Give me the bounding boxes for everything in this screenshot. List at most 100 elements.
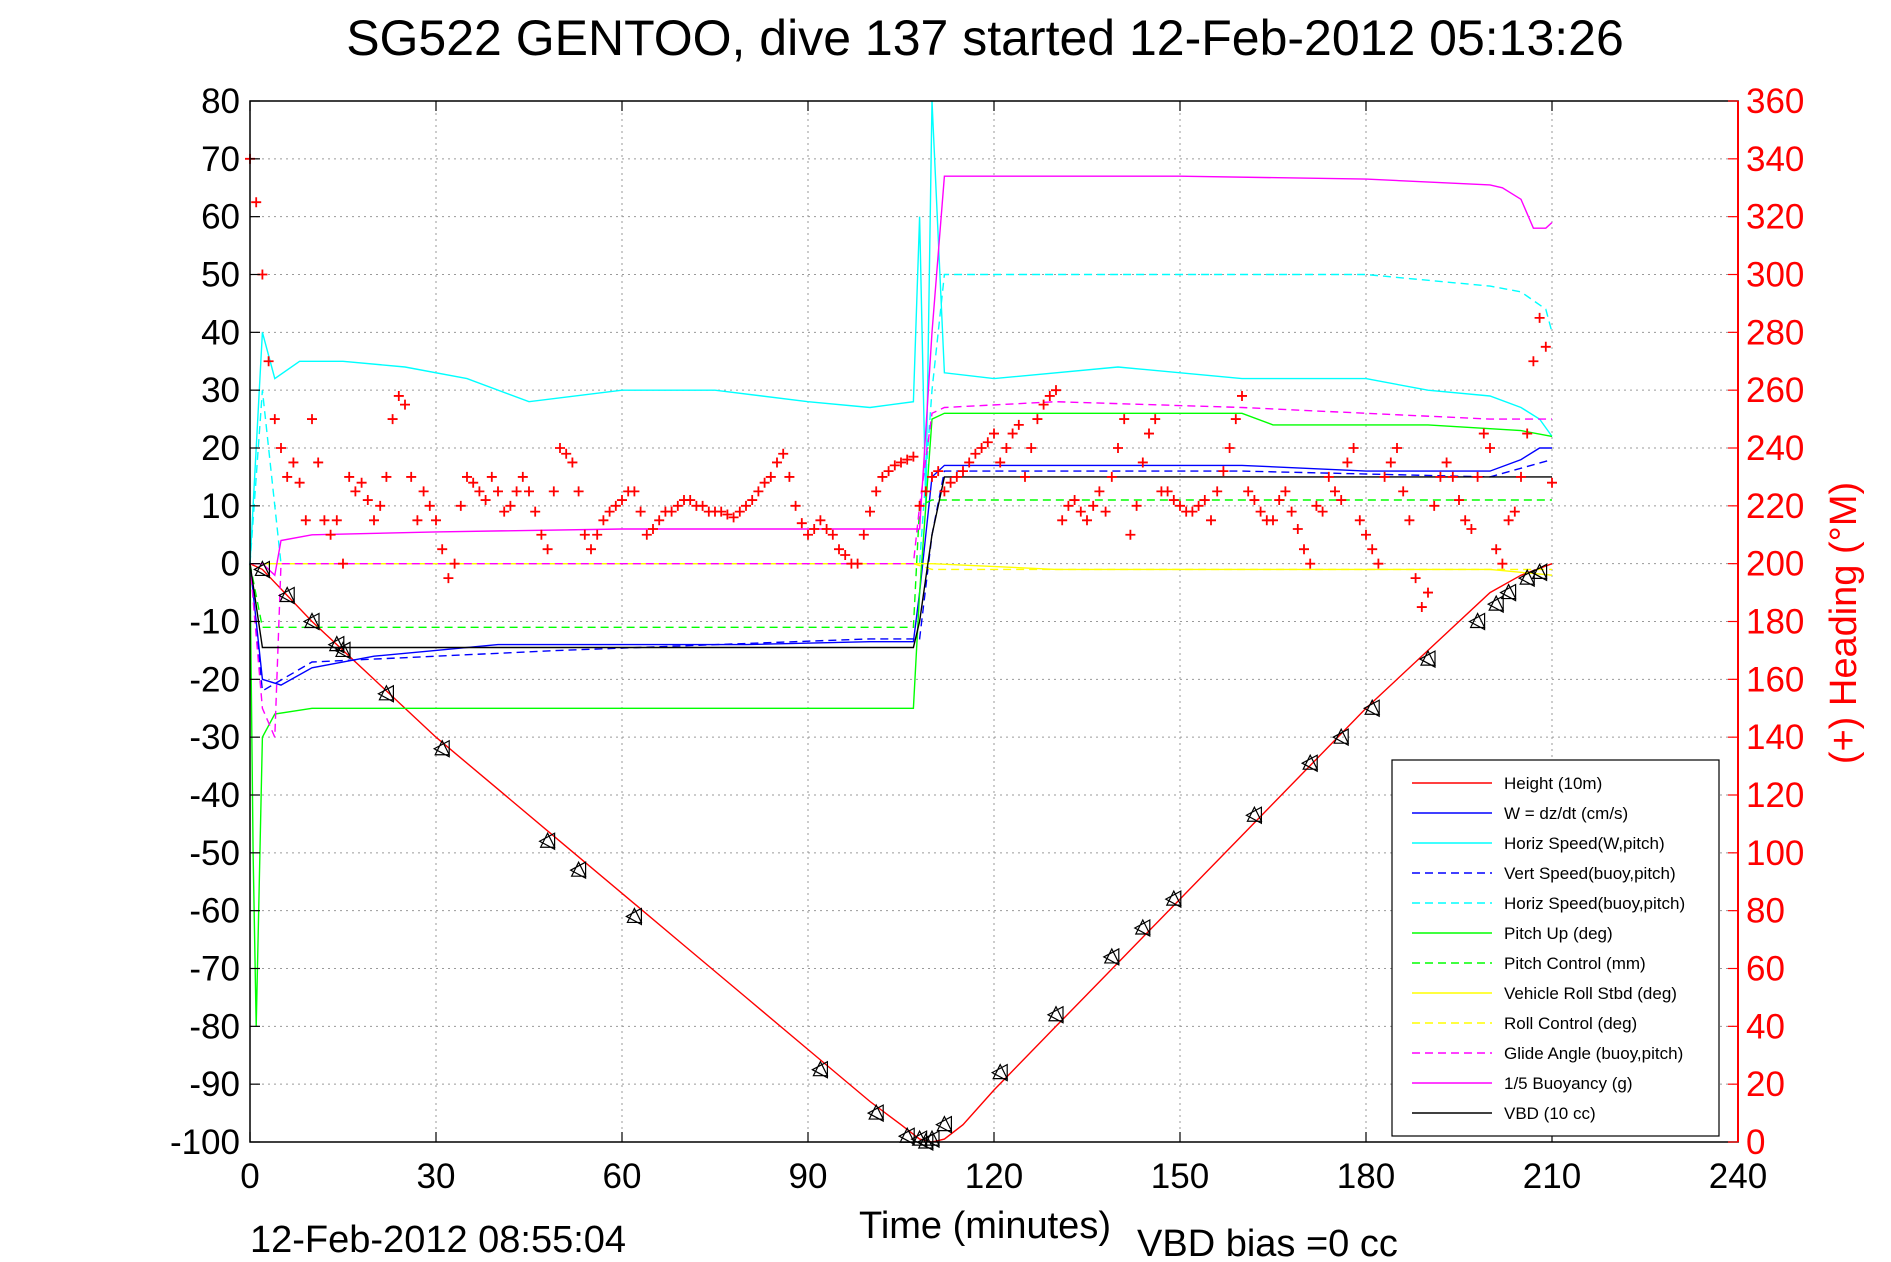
heading-plus-marker — [734, 506, 745, 517]
right-y-tick-label: 340 — [1746, 140, 1804, 179]
depth-markers — [253, 560, 1548, 1151]
axes: 0 30 60 90 120 150 180 210 240-100-90-80-70-60-5… — [170, 82, 1804, 1196]
legend-label-5: Horiz Speed(buoy,pitch) — [1504, 894, 1685, 913]
footer-vbd-bias: VBD bias =0 cc — [1137, 1223, 1398, 1262]
heading-plus-marker — [474, 486, 485, 497]
heading-plus-marker — [412, 515, 423, 526]
heading-plus-marker — [654, 515, 665, 526]
heading-plus-marker — [1243, 486, 1254, 497]
depth-triangle-marker — [935, 1115, 953, 1134]
heading-plus-marker — [765, 471, 776, 482]
right-y-tick-label: 260 — [1746, 371, 1804, 410]
heading-plus-marker — [827, 529, 838, 540]
heading-plus-marker — [840, 549, 851, 560]
heading-plus-marker — [914, 500, 925, 511]
heading-plus-marker — [1255, 506, 1266, 517]
heading-plus-marker — [1423, 587, 1433, 598]
heading-plus-marker — [338, 558, 348, 569]
heading-plus-marker — [666, 506, 677, 517]
heading-plus-marker — [313, 457, 324, 468]
heading-plus-marker — [716, 506, 727, 517]
depth-triangle-marker — [302, 612, 320, 631]
depth-triangle-marker — [1046, 1005, 1064, 1024]
heading-plus-marker — [747, 495, 758, 506]
heading-plus-marker — [1001, 443, 1012, 453]
heading-plus-marker — [1354, 515, 1365, 526]
heading-plus-marker — [648, 523, 658, 534]
heading-plus-marker — [1292, 523, 1303, 534]
heading-plus-marker — [1051, 385, 1061, 396]
heading-plus-marker — [858, 529, 869, 540]
heading-plus-marker — [282, 471, 293, 482]
heading-plus-marker — [641, 529, 652, 540]
y-tick-label: 60 — [201, 198, 240, 237]
heading-plus-marker — [809, 523, 820, 534]
right-y-tick-label: 0 — [1746, 1123, 1765, 1162]
heading-plus-marker — [517, 471, 528, 482]
series-line-3 — [249, 100, 1553, 564]
heading-plus-marker — [896, 457, 906, 468]
heading-plus-marker — [1106, 471, 1117, 482]
heading-plus-marker — [1150, 414, 1161, 425]
series-line-11 — [250, 175, 1553, 577]
right-y-tick-label: 100 — [1746, 834, 1804, 873]
heading-plus-marker — [685, 495, 696, 506]
heading-plus-marker — [1038, 399, 1049, 410]
right-y-tick-label: 80 — [1746, 892, 1785, 931]
heading-plus-marker — [753, 486, 764, 497]
heading-plus-marker — [1206, 515, 1216, 526]
heading-plus-marker — [1416, 602, 1427, 613]
heading-plus-marker — [1007, 428, 1018, 439]
heading-plus-marker — [995, 457, 1006, 468]
heading-plus-marker — [300, 515, 311, 526]
heading-plus-marker — [1044, 390, 1055, 401]
heading-plus-marker — [1540, 341, 1551, 352]
heading-plus-marker — [393, 390, 404, 401]
depth-triangle-marker — [1418, 649, 1436, 669]
heading-plus-marker — [307, 414, 317, 425]
heading-plus-marker — [1162, 486, 1173, 497]
legend-label-12: VBD (10 cc) — [1504, 1104, 1596, 1123]
heading-plus-marker — [1361, 529, 1371, 540]
heading-plus-marker — [1175, 500, 1185, 511]
heading-plus-marker — [1100, 506, 1111, 517]
y-tick-label: 50 — [201, 256, 240, 295]
heading-plus-marker — [480, 495, 491, 506]
depth-triangle-marker — [569, 860, 587, 880]
series-line-7 — [249, 499, 1552, 628]
heading-plus-marker — [387, 414, 398, 425]
y-tick-label: -80 — [189, 1007, 240, 1046]
heading-plus-marker — [1063, 500, 1074, 511]
heading-plus-marker — [1032, 414, 1043, 425]
heading-plus-marker — [1497, 558, 1508, 569]
right-y-tick-label: 300 — [1746, 256, 1804, 295]
y-tick-label: -20 — [189, 660, 240, 699]
heading-plus-marker — [728, 512, 739, 523]
depth-triangle-marker — [1362, 698, 1381, 718]
heading-plus-marker — [958, 466, 968, 477]
heading-plus-marker — [269, 414, 280, 425]
heading-plus-marker — [610, 500, 621, 511]
footer-timestamp: 12-Feb-2012 08:55:04 — [250, 1219, 626, 1261]
heading-plus-marker — [536, 529, 547, 540]
right-y-tick-label: 140 — [1746, 718, 1804, 757]
heading-plus-marker — [1398, 486, 1409, 497]
heading-plus-marker — [1212, 486, 1223, 497]
depth-triangle-marker — [1133, 918, 1151, 938]
heading-plus-marker — [815, 515, 826, 526]
series-line-4 — [249, 458, 1553, 693]
heading-plus-marker — [493, 486, 503, 497]
heading-plus-marker — [821, 523, 832, 534]
heading-plus-marker — [350, 486, 361, 497]
heading-plus-marker — [592, 529, 603, 540]
heading-plus-marker — [499, 506, 510, 517]
heading-plus-marker — [1125, 529, 1136, 540]
heading-plus-marker — [1447, 471, 1458, 482]
heading-plus-marker — [449, 558, 460, 569]
depth-triangle-marker — [1300, 753, 1319, 773]
heading-plus-marker — [288, 457, 299, 468]
depth-triangle-marker — [432, 739, 451, 758]
heading-plus-marker — [1020, 471, 1030, 482]
heading-plus-marker — [927, 471, 937, 482]
